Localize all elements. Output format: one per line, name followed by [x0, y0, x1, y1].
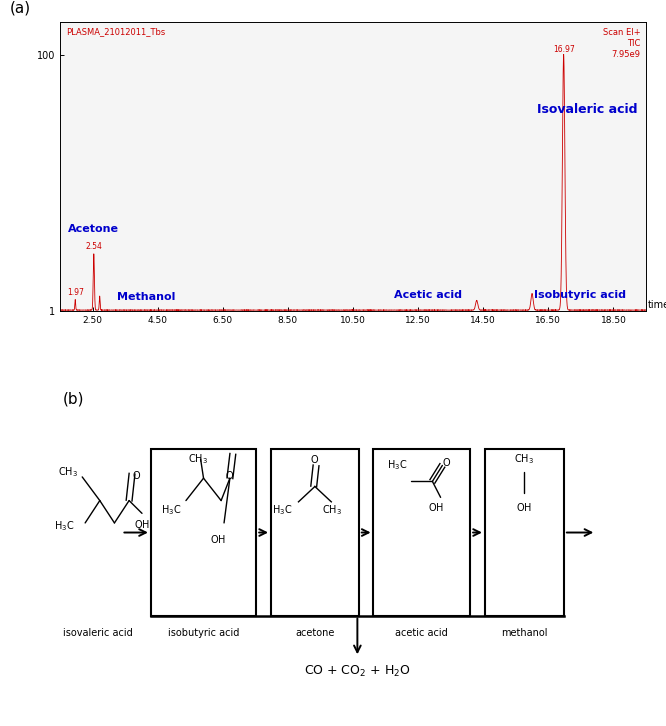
Text: $\rm CH_3$: $\rm CH_3$: [514, 452, 534, 466]
Bar: [485, 449, 564, 616]
Text: Scan EI+
TIC
7.95e9: Scan EI+ TIC 7.95e9: [603, 28, 640, 59]
Text: 1.97: 1.97: [67, 288, 84, 298]
Text: Acetone: Acetone: [69, 224, 119, 234]
Text: $\rm O$: $\rm O$: [132, 469, 141, 481]
Text: $\rm H_3C$: $\rm H_3C$: [272, 503, 293, 517]
Text: $\rm CH_3$: $\rm CH_3$: [322, 503, 342, 517]
Text: $\rm OH$: $\rm OH$: [428, 501, 444, 513]
Text: Methanol: Methanol: [117, 292, 175, 302]
Text: acetone: acetone: [295, 629, 334, 638]
Text: 2.54: 2.54: [85, 242, 103, 251]
Text: (b): (b): [63, 392, 85, 407]
Bar: [151, 449, 256, 616]
Bar: [271, 449, 359, 616]
Text: $\rm OH$: $\rm OH$: [516, 501, 532, 513]
Text: $\rm H_3C$: $\rm H_3C$: [161, 503, 181, 517]
Text: $\rm H_3C$: $\rm H_3C$: [387, 459, 408, 473]
Text: $\rm O$: $\rm O$: [442, 456, 451, 468]
Text: (a): (a): [10, 1, 31, 16]
Text: $\rm O$: $\rm O$: [310, 453, 320, 465]
Text: PLASMA_21012011_Tbs: PLASMA_21012011_Tbs: [66, 28, 165, 36]
Text: Isovaleric acid: Isovaleric acid: [537, 103, 637, 116]
Text: $\rm OH$: $\rm OH$: [210, 533, 226, 545]
Text: isovaleric acid: isovaleric acid: [63, 629, 133, 638]
Text: $\rm CH_3$: $\rm CH_3$: [188, 452, 208, 466]
Text: 16.97: 16.97: [553, 45, 575, 54]
Bar: [374, 449, 470, 616]
Text: $\rm OH$: $\rm OH$: [134, 518, 150, 530]
Text: $\rm CH_3$: $\rm CH_3$: [57, 465, 77, 478]
Text: time: time: [647, 300, 666, 310]
Text: $\rm H_3C$: $\rm H_3C$: [55, 519, 75, 533]
Text: Isobutyric acid: Isobutyric acid: [533, 290, 625, 300]
Text: Acetic acid: Acetic acid: [394, 290, 462, 300]
Text: isobutyric acid: isobutyric acid: [168, 629, 239, 638]
Text: methanol: methanol: [501, 629, 547, 638]
Text: CO + CO$_2$ + H$_2$O: CO + CO$_2$ + H$_2$O: [304, 664, 411, 679]
Text: $\rm O$: $\rm O$: [225, 469, 234, 481]
Text: acetic acid: acetic acid: [396, 629, 448, 638]
